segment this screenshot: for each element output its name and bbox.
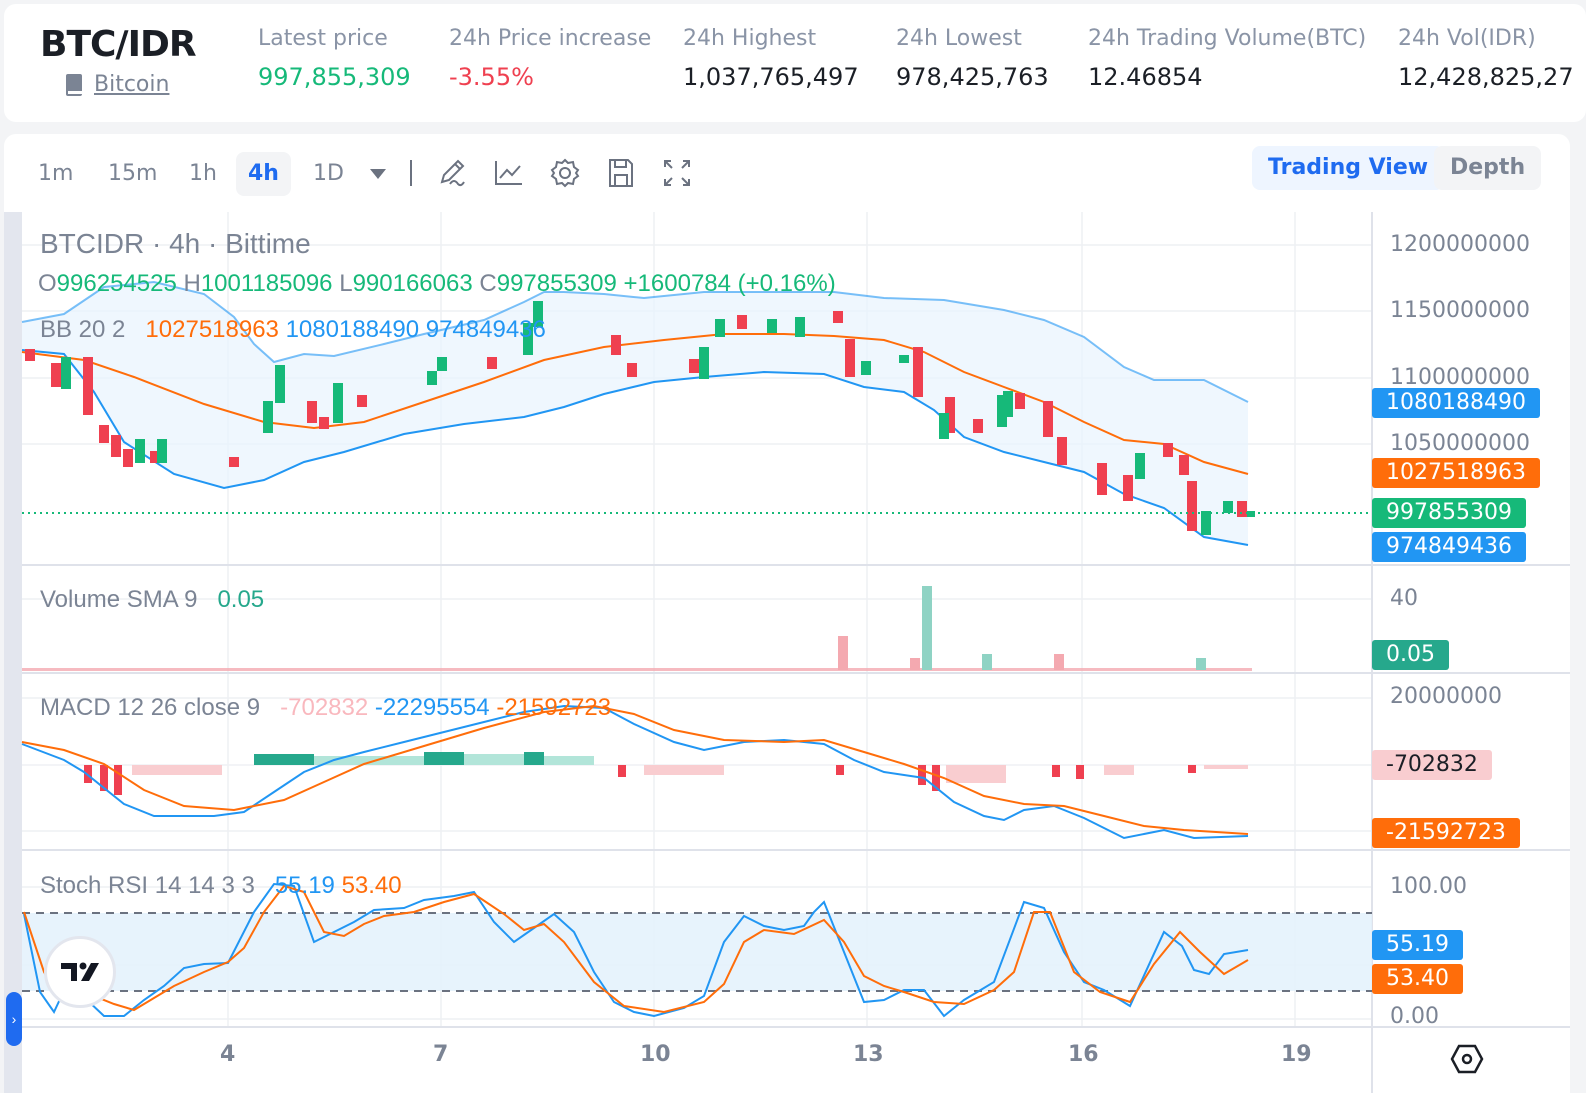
draw-icon[interactable]: [436, 156, 470, 190]
stoch-k-tag: 55.19: [1372, 930, 1463, 960]
close-label: C: [479, 270, 497, 297]
stat-24h-high: 24h Highest 1,037,765,497: [683, 26, 859, 91]
price-axis-label: 1150000000: [1390, 298, 1530, 323]
macd-hist-tag: -702832: [1372, 750, 1492, 780]
macd-legend: MACD 12 26 close 9 -702832 -22295554 -21…: [40, 694, 611, 722]
price-axis-label: 1050000000: [1390, 431, 1530, 456]
chart-toolbar: 1m 15m 1h 4h 1D Trading View Depth: [4, 134, 1570, 212]
trading-chart[interactable]: BTCIDR · 4h · Bittime O996254525 H100118…: [4, 212, 1570, 1093]
stoch-d-tag: 53.40: [1372, 964, 1463, 994]
last-price-tag: 997855309: [1372, 498, 1526, 528]
settings-icon[interactable]: [548, 156, 582, 190]
stat-value: 978,425,763: [896, 63, 1049, 91]
change-value: +1600784 (+0.16%): [623, 270, 836, 297]
market-header: BTC/IDR Bitcoin Latest price 997,855,309…: [4, 4, 1586, 122]
stat-24h-low: 24h Lowest 978,425,763: [896, 26, 1049, 91]
timeframe-15m[interactable]: 15m: [108, 161, 158, 186]
macd-signal-tag: -21592723: [1372, 818, 1520, 848]
time-axis-label: 13: [853, 1042, 884, 1067]
stat-value: -3.55%: [449, 63, 534, 91]
time-axis-label: 4: [220, 1042, 236, 1067]
timeframe-1d[interactable]: 1D: [313, 161, 344, 186]
open-value: 996254525: [56, 270, 177, 297]
bb-lower-tag: 974849436: [1372, 532, 1526, 562]
coin-name[interactable]: Bitcoin: [94, 72, 170, 97]
macd-signal-value: -21592723: [496, 694, 612, 721]
volume-label: Volume SMA 9: [40, 586, 198, 613]
stoch-axis-label: 0.00: [1390, 1004, 1439, 1029]
stoch-legend: Stoch RSI 14 14 3 3 55.19 53.40: [40, 872, 402, 900]
timeframe-dropdown-icon[interactable]: [370, 169, 386, 179]
time-axis-label: 7: [433, 1042, 449, 1067]
ohlc-legend: O996254525 H1001185096 L990166063 C99785…: [38, 270, 836, 298]
time-axis-label: 10: [640, 1042, 671, 1067]
volume-axis-label: 40: [1390, 586, 1418, 611]
depth-tab[interactable]: Depth: [1434, 146, 1542, 190]
toolbar-divider: [410, 160, 412, 186]
stat-value: 1,037,765,497: [683, 63, 859, 91]
volume-legend: Volume SMA 9 0.05: [40, 586, 264, 614]
trading-view-tab[interactable]: Trading View: [1252, 146, 1445, 190]
stoch-d-value: 53.40: [341, 872, 402, 899]
expand-sidebar-button[interactable]: ›: [6, 992, 22, 1046]
low-value: 990166063: [352, 270, 473, 297]
volume-tag: 0.05: [1372, 640, 1449, 670]
bb-basis-value: 1027518963: [145, 316, 279, 343]
time-axis-label: 19: [1281, 1042, 1312, 1067]
bb-upper-tag: 1080188490: [1372, 388, 1540, 418]
stat-latest-price: Latest price 997,855,309: [258, 26, 411, 91]
stat-value: 12,428,825,27: [1398, 63, 1574, 91]
fullscreen-icon[interactable]: [660, 156, 694, 190]
stat-volume-btc: 24h Trading Volume(BTC) 12.46854: [1088, 26, 1366, 91]
close-value: 997855309: [496, 270, 617, 297]
bb-basis-tag: 1027518963: [1372, 458, 1540, 488]
time-axis-label: 16: [1068, 1042, 1099, 1067]
chart-settings-hex-icon[interactable]: [1450, 1042, 1484, 1076]
stat-value: 997,855,309: [258, 63, 411, 91]
bb-upper-value: 1080188490: [285, 316, 420, 343]
tradingview-logo-icon: [61, 962, 99, 981]
stat-price-change: 24h Price increase -3.55%: [449, 26, 651, 91]
price-axis-label: 1100000000: [1390, 365, 1530, 390]
low-label: L: [339, 270, 353, 297]
volume-value: 0.05: [217, 586, 265, 613]
macd-hist-value: -702832: [280, 694, 369, 721]
high-label: H: [183, 270, 201, 297]
bb-label: BB 20 2: [40, 316, 126, 343]
book-icon: [66, 73, 82, 96]
price-axis-label: 1200000000: [1390, 232, 1530, 257]
stat-label: 24h Lowest: [896, 26, 1022, 51]
tradingview-logo[interactable]: [44, 936, 116, 1008]
bb-legend: BB 20 2 1027518963 1080188490 974849436: [40, 316, 546, 344]
macd-label: MACD 12 26 close 9: [40, 694, 261, 721]
chart-symbol-title: BTCIDR · 4h · Bittime: [40, 228, 311, 259]
stoch-label: Stoch RSI 14 14 3 3: [40, 872, 255, 899]
macd-line-value: -22295554: [374, 694, 490, 721]
stat-label: 24h Trading Volume(BTC): [1088, 26, 1367, 51]
pair-title: BTC/IDR: [40, 24, 197, 65]
open-label: O: [38, 270, 57, 297]
chart-canvas[interactable]: [4, 212, 1570, 1093]
indicators-icon[interactable]: [492, 156, 526, 190]
timeframe-1m[interactable]: 1m: [38, 161, 74, 186]
stoch-k-value: 55.19: [274, 872, 335, 899]
coin-info-link[interactable]: Bitcoin: [66, 72, 169, 97]
macd-axis-label: 20000000: [1390, 684, 1502, 709]
stat-value: 12.46854: [1088, 63, 1203, 91]
timeframe-4h[interactable]: 4h: [236, 152, 291, 196]
bb-lower-value: 974849436: [425, 316, 546, 343]
high-value: 1001185096: [200, 270, 333, 297]
stat-label: 24h Vol(IDR): [1398, 26, 1536, 51]
stat-label: 24h Price increase: [449, 26, 652, 51]
stat-label: Latest price: [258, 26, 388, 51]
stat-label: 24h Highest: [683, 26, 817, 51]
stat-volume-idr: 24h Vol(IDR) 12,428,825,27: [1398, 26, 1574, 91]
chart-sidebar-strip: [4, 212, 22, 1093]
timeframe-1h[interactable]: 1h: [189, 161, 217, 186]
save-icon[interactable]: [604, 156, 638, 190]
stoch-axis-label: 100.00: [1390, 874, 1467, 899]
chart-panel: 1m 15m 1h 4h 1D Trading View Depth: [4, 134, 1570, 1093]
